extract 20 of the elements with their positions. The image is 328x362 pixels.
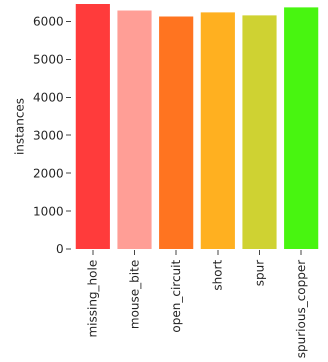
- x-tick-label: spur: [252, 260, 266, 286]
- bar: [159, 16, 194, 249]
- y-axis-title: instances: [12, 98, 26, 156]
- bar: [284, 7, 318, 249]
- y-tick-label: 0: [56, 242, 64, 256]
- bar: [242, 15, 277, 249]
- x-tick-label: open_circuit: [169, 260, 184, 333]
- x-tick-label: missing_hole: [86, 260, 100, 338]
- x-tick-label: spurious_copper: [294, 260, 308, 358]
- bar: [76, 4, 110, 249]
- y-tick-label: 5000: [33, 52, 64, 67]
- bar: [117, 10, 152, 249]
- y-tick-label: 6000: [33, 14, 64, 29]
- bar: [200, 12, 235, 249]
- x-tick-label: mouse_bite: [127, 260, 142, 330]
- y-tick-label: 1000: [33, 204, 64, 218]
- y-tick-label: 2000: [33, 166, 64, 180]
- x-tick-label: short: [210, 260, 225, 291]
- y-tick-label: 3000: [33, 128, 64, 142]
- y-tick-label: 4000: [33, 90, 64, 104]
